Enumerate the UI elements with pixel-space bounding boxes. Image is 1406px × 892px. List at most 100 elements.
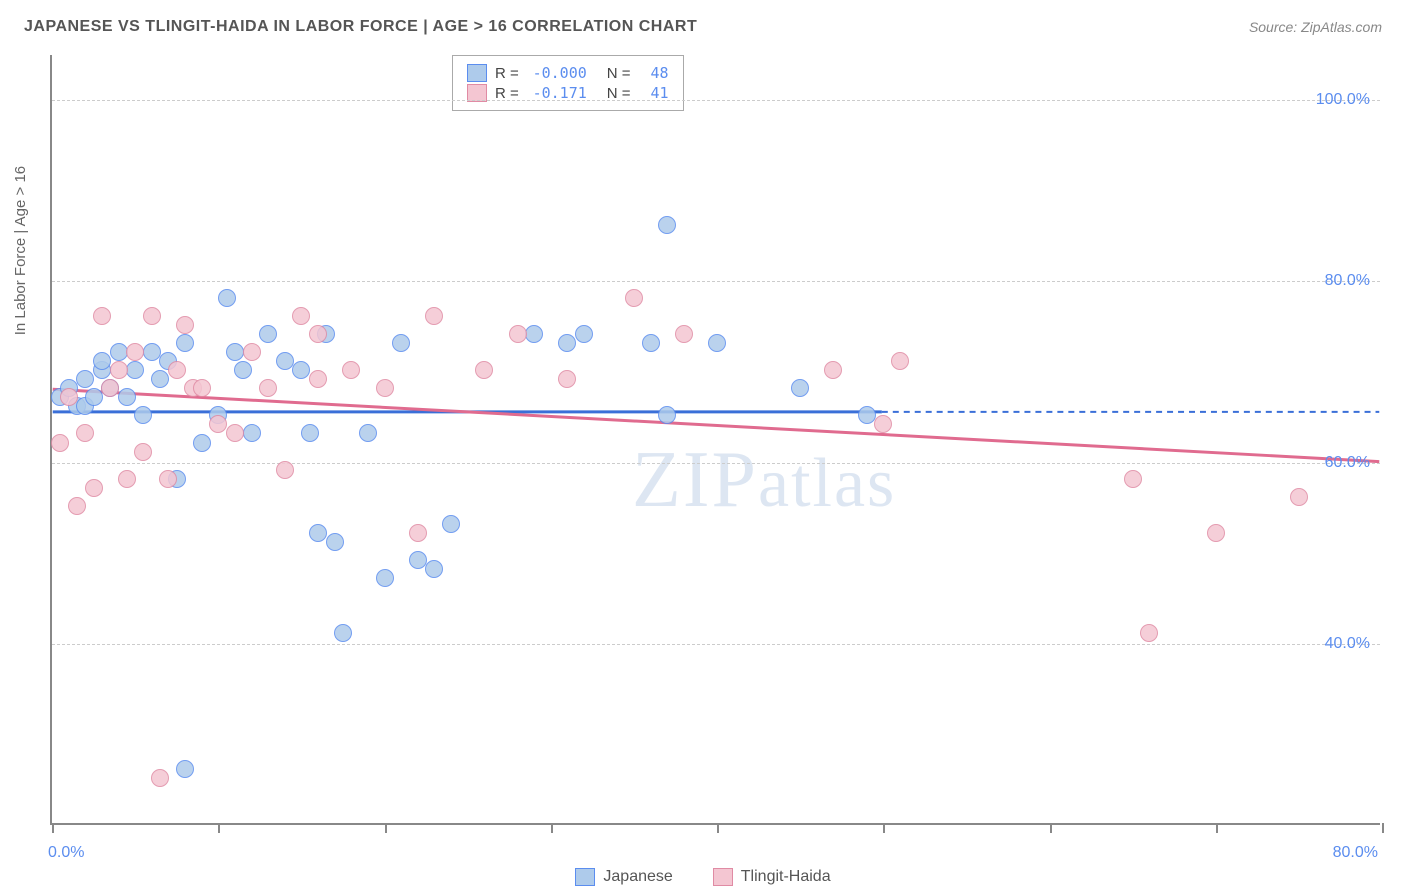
data-point xyxy=(309,325,327,343)
data-point xyxy=(143,307,161,325)
data-point xyxy=(226,343,244,361)
gridline-h xyxy=(52,644,1380,645)
data-point xyxy=(558,334,576,352)
data-point xyxy=(342,361,360,379)
legend-r-label: R = xyxy=(495,65,519,82)
x-axis-max-label: 80.0% xyxy=(1333,844,1378,862)
data-point xyxy=(126,361,144,379)
data-point xyxy=(276,352,294,370)
ytick-label: 60.0% xyxy=(1325,454,1370,472)
data-point xyxy=(409,524,427,542)
data-point xyxy=(176,334,194,352)
data-point xyxy=(625,289,643,307)
data-point xyxy=(168,361,186,379)
ytick-label: 40.0% xyxy=(1325,635,1370,653)
xtick xyxy=(717,823,719,833)
legend-series-item: Japanese xyxy=(575,868,672,886)
data-point xyxy=(209,415,227,433)
data-point xyxy=(276,461,294,479)
x-axis-min-label: 0.0% xyxy=(48,844,84,862)
legend-n-value: 48 xyxy=(639,64,669,82)
data-point xyxy=(575,325,593,343)
data-point xyxy=(68,497,86,515)
data-point xyxy=(675,325,693,343)
data-point xyxy=(525,325,543,343)
data-point xyxy=(126,343,144,361)
data-point xyxy=(226,424,244,442)
data-point xyxy=(218,289,236,307)
chart-header: JAPANESE VS TLINGIT-HAIDA IN LABOR FORCE… xyxy=(24,18,1382,36)
xtick xyxy=(883,823,885,833)
data-point xyxy=(243,343,261,361)
data-point xyxy=(243,424,261,442)
watermark: ZIPatlas xyxy=(632,435,896,526)
gridline-h xyxy=(52,281,1380,282)
data-point xyxy=(376,379,394,397)
data-point xyxy=(874,415,892,433)
xtick xyxy=(52,823,54,833)
data-point xyxy=(558,370,576,388)
data-point xyxy=(392,334,410,352)
data-point xyxy=(409,551,427,569)
data-point xyxy=(93,307,111,325)
legend-series-item: Tlingit-Haida xyxy=(713,868,831,886)
data-point xyxy=(425,560,443,578)
data-point xyxy=(93,352,111,370)
data-point xyxy=(292,361,310,379)
chart-title: JAPANESE VS TLINGIT-HAIDA IN LABOR FORCE… xyxy=(24,18,697,36)
data-point xyxy=(85,388,103,406)
data-point xyxy=(858,406,876,424)
data-point xyxy=(176,316,194,334)
xtick xyxy=(1216,823,1218,833)
xtick xyxy=(385,823,387,833)
data-point xyxy=(151,769,169,787)
legend-swatch xyxy=(713,868,733,886)
legend-n-label: N = xyxy=(607,85,631,102)
data-point xyxy=(891,352,909,370)
data-point xyxy=(359,424,377,442)
data-point xyxy=(708,334,726,352)
y-axis-label: In Labor Force | Age > 16 xyxy=(12,166,29,335)
data-point xyxy=(334,624,352,642)
data-point xyxy=(118,470,136,488)
data-point xyxy=(509,325,527,343)
data-point xyxy=(475,361,493,379)
data-point xyxy=(824,361,842,379)
data-point xyxy=(259,379,277,397)
data-point xyxy=(110,361,128,379)
legend-series-label: Japanese xyxy=(603,868,672,886)
legend-swatch xyxy=(575,868,595,886)
data-point xyxy=(658,216,676,234)
data-point xyxy=(292,307,310,325)
data-point xyxy=(60,388,78,406)
data-point xyxy=(118,388,136,406)
gridline-h xyxy=(52,463,1380,464)
data-point xyxy=(110,343,128,361)
data-point xyxy=(176,760,194,778)
data-point xyxy=(76,370,94,388)
data-point xyxy=(1124,470,1142,488)
xtick xyxy=(1382,823,1384,833)
data-point xyxy=(193,434,211,452)
legend-swatch xyxy=(467,64,487,82)
data-point xyxy=(143,343,161,361)
plot-area: ZIPatlas R =-0.000N =48R =-0.171N =41 40… xyxy=(50,55,1380,825)
data-point xyxy=(326,533,344,551)
data-point xyxy=(309,370,327,388)
data-point xyxy=(134,406,152,424)
data-point xyxy=(134,443,152,461)
data-point xyxy=(791,379,809,397)
data-point xyxy=(642,334,660,352)
gridline-h xyxy=(52,100,1380,101)
ytick-label: 80.0% xyxy=(1325,272,1370,290)
data-point xyxy=(259,325,277,343)
legend-r-value: -0.000 xyxy=(527,64,587,82)
data-point xyxy=(1207,524,1225,542)
data-point xyxy=(193,379,211,397)
data-point xyxy=(442,515,460,533)
legend-series-label: Tlingit-Haida xyxy=(741,868,831,886)
legend-n-label: N = xyxy=(607,65,631,82)
data-point xyxy=(658,406,676,424)
data-point xyxy=(301,424,319,442)
legend-correlation: R =-0.000N =48R =-0.171N =41 xyxy=(452,55,684,111)
